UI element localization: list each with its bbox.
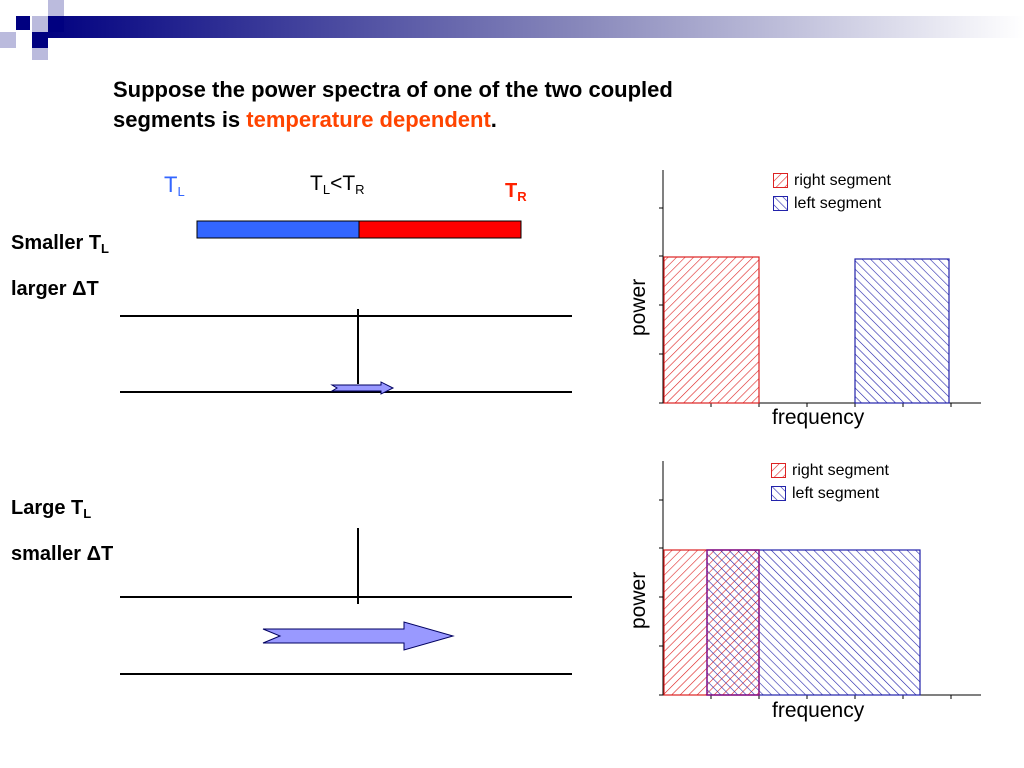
cmp-op: < <box>330 172 343 195</box>
chart2-right-segment-bar <box>663 549 760 696</box>
title-line-1: Suppose the power spectra of one of the … <box>113 77 673 102</box>
chart2-legend-left: left segment <box>771 482 889 505</box>
temperature-comparison: TL<TR <box>310 172 365 196</box>
chart1-legend: right segment left segment <box>773 169 891 215</box>
slide-title: Suppose the power spectra of one of the … <box>113 75 813 135</box>
case2-arrow <box>262 621 455 651</box>
chart1-xlabel: frequency <box>772 406 865 429</box>
case1-line1: Smaller T <box>11 232 102 254</box>
tl-label: TL <box>164 172 185 198</box>
legend-swatch-red-icon <box>773 173 788 188</box>
legend-swatch-red-icon <box>771 463 786 478</box>
tl-main: T <box>164 172 178 197</box>
corner-logo <box>0 0 1024 60</box>
title-line-2-prefix: segments is <box>113 107 247 132</box>
chart1-legend-left: left segment <box>773 192 891 215</box>
case2-delta-label: smaller ΔT <box>11 543 114 565</box>
cmp-b-sub: R <box>355 182 365 197</box>
tr-sub: R <box>517 189 527 204</box>
chart1-legend-left-label: left segment <box>794 194 882 212</box>
tr-label: TR <box>505 180 527 203</box>
chart2-legend-right-label: right segment <box>792 461 889 479</box>
case1-delta-label: larger ΔT <box>11 278 99 300</box>
legend-swatch-blue-icon <box>773 196 788 211</box>
chart1-legend-right: right segment <box>773 169 891 192</box>
tl-sub: L <box>177 184 185 199</box>
chart1-left-segment-bar <box>854 258 950 404</box>
chart2-legend: right segment left segment <box>771 459 889 505</box>
cmp-b: T <box>342 172 356 195</box>
case1-temperature-label: Smaller TL <box>11 232 109 255</box>
case2-temperature-label: Large TL <box>11 497 91 520</box>
right-segment-bar <box>358 220 522 239</box>
chart1-legend-right-label: right segment <box>794 171 891 189</box>
chart2-left-segment-bar <box>706 549 921 696</box>
title-line-2: segments is temperature dependent. <box>113 105 813 135</box>
chart1-ylabel: power <box>627 278 650 336</box>
cmp-a-sub: L <box>322 182 331 197</box>
title-highlight: temperature dependent <box>246 107 491 132</box>
chart2-legend-right: right segment <box>771 459 889 482</box>
legend-swatch-blue-icon <box>771 486 786 501</box>
case1-arrow <box>330 381 395 395</box>
tr-main: T <box>505 180 518 202</box>
chart2-ylabel: power <box>627 571 650 629</box>
chart1-right-segment-bar <box>663 256 760 404</box>
case1-line1-sub: L <box>101 241 109 256</box>
case2-line1: Large T <box>11 497 84 519</box>
chart2-xlabel: frequency <box>772 699 865 722</box>
case2-line1-sub: L <box>83 506 92 521</box>
title-period: . <box>490 107 497 132</box>
chart2-legend-left-label: left segment <box>792 484 880 502</box>
left-segment-bar <box>196 220 360 239</box>
cmp-a: T <box>310 172 323 195</box>
chart2-overlap-region <box>706 549 760 696</box>
